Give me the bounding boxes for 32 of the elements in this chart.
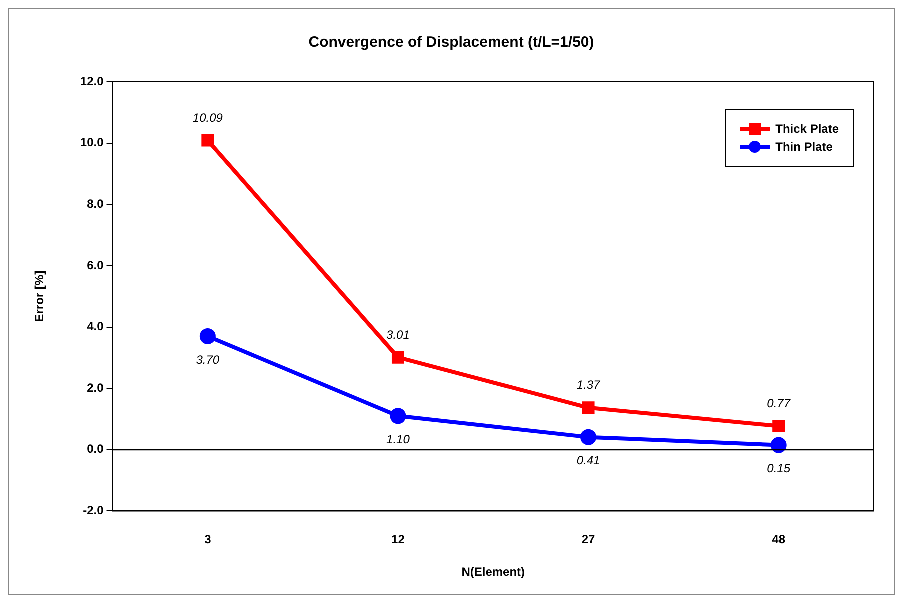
point	[200, 328, 216, 344]
x-tick-label: 48	[772, 532, 786, 547]
data-label: 0.77	[767, 396, 792, 411]
y-tick-label: 4.0	[87, 320, 104, 334]
data-label: 0.41	[576, 454, 600, 468]
point	[392, 351, 404, 364]
point	[202, 134, 214, 147]
x-tick-label: 12	[392, 532, 406, 547]
x-tick-label: 27	[582, 532, 596, 547]
y-tick-label: 12.0	[80, 74, 104, 88]
y-tick-label: 8.0	[87, 196, 104, 211]
y-tick-label: 2.0	[87, 380, 104, 395]
y-tick-label: 0.0	[87, 442, 104, 456]
data-label: 1.37	[576, 378, 602, 392]
point	[772, 420, 786, 433]
y-tick-label: -2.0	[83, 504, 104, 518]
y-tick-label: 10.0	[80, 136, 104, 150]
point	[580, 429, 597, 446]
chart-title: Convergence of Displacement (t/L=1/50)	[308, 34, 594, 52]
data-label: 3.70	[196, 352, 220, 367]
data-label: 0.15	[767, 462, 791, 476]
point	[390, 408, 406, 424]
data-label: 1.10	[386, 432, 410, 447]
legend-label: Thin Plate	[776, 140, 833, 154]
legend-label: Thick Plate	[776, 122, 839, 136]
point	[582, 402, 595, 414]
x-tick-label: 3	[204, 532, 212, 547]
y-axis-title: Error [%]	[32, 270, 47, 322]
data-label: 10.09	[192, 110, 224, 125]
data-label: 3.01	[386, 328, 410, 342]
x-axis-title: N(Element)	[462, 565, 526, 580]
y-tick-label: 6.0	[87, 258, 104, 272]
